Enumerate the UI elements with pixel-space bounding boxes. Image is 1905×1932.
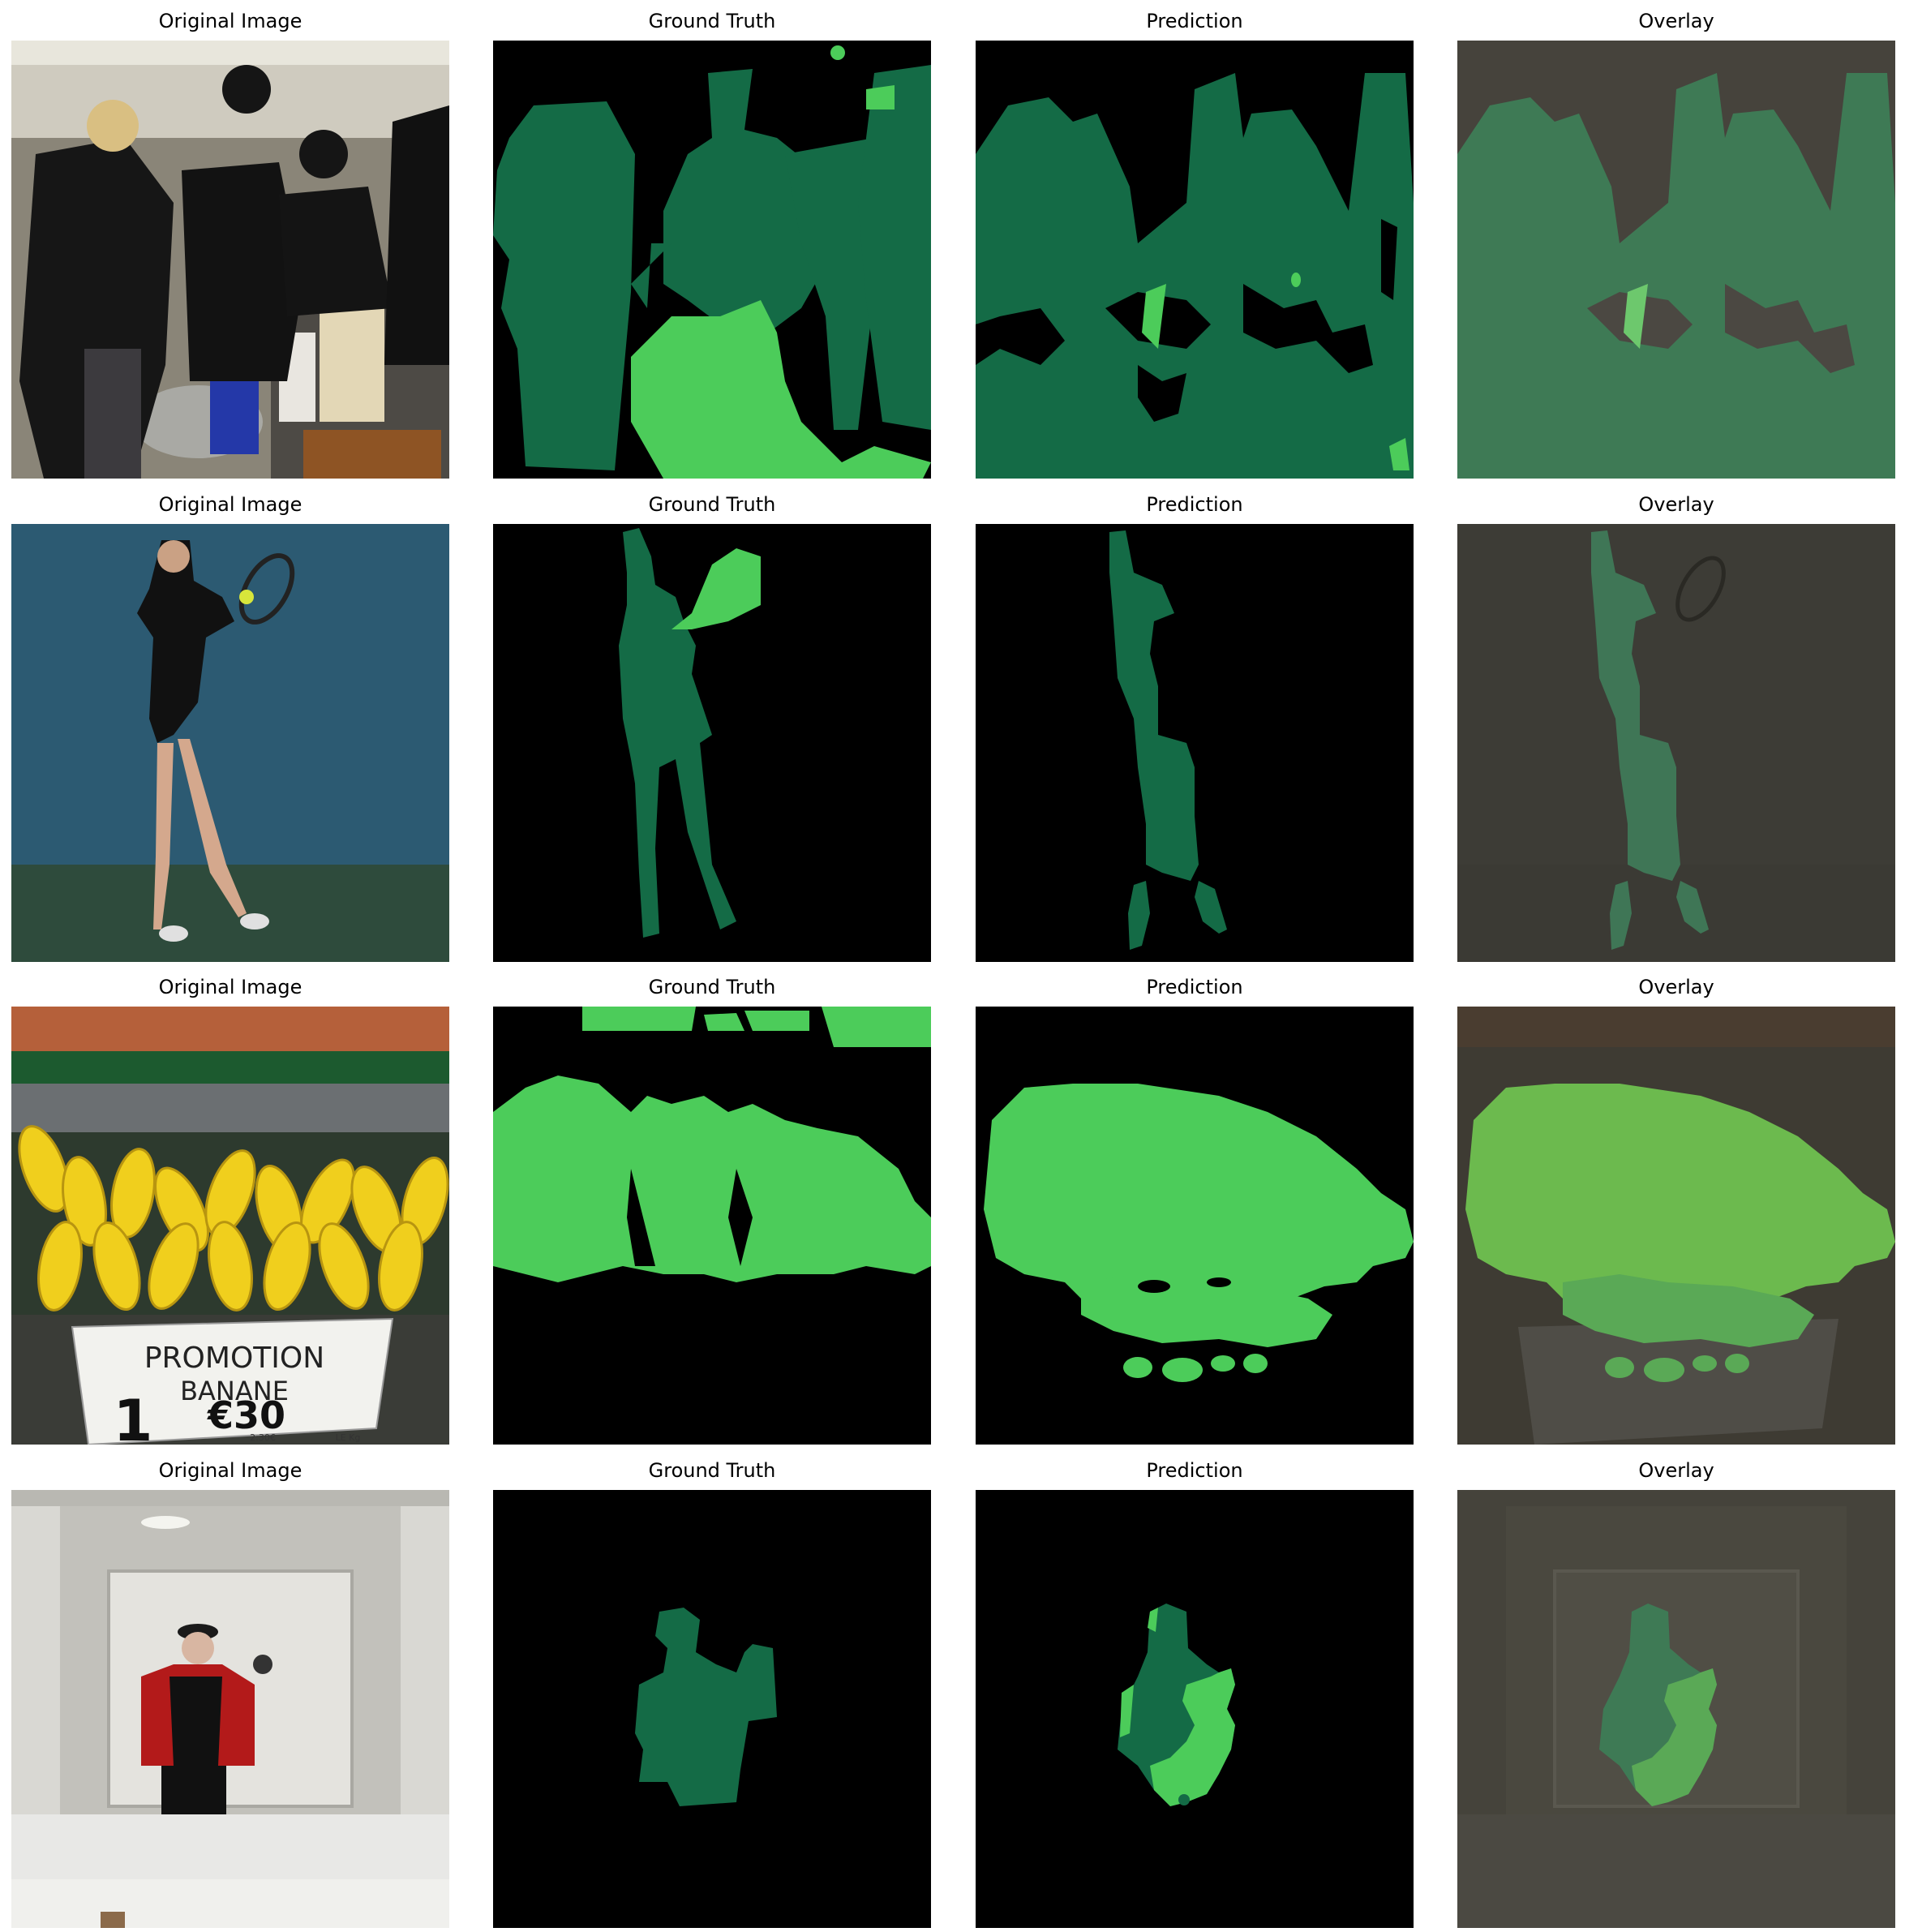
panel-title: Ground Truth <box>648 976 776 998</box>
mirror-prediction-mask <box>976 1490 1414 1928</box>
panel-title: Overlay <box>1638 10 1714 32</box>
sign-price-rest: €30 <box>207 1393 285 1437</box>
panel-title: Original Image <box>158 976 302 998</box>
banana-original-image: PROMOTION BANANE 1 €30 2:30€ LE Kg <box>11 1007 449 1445</box>
mirror-original-image <box>11 1490 449 1928</box>
panel-title: Overlay <box>1638 976 1714 998</box>
mirror-ground-truth-mask <box>493 1490 931 1928</box>
panel-title: Prediction <box>1146 976 1243 998</box>
panel-title: Prediction <box>1146 1459 1243 1482</box>
tennis-prediction-mask <box>976 524 1414 962</box>
panel-title: Ground Truth <box>648 493 776 516</box>
sign-small-price: 2:30€ <box>250 1432 276 1443</box>
sign-unit: LE Kg <box>336 1432 361 1443</box>
panel-title: Ground Truth <box>648 1459 776 1482</box>
kitchen-ground-truth-mask <box>493 41 931 479</box>
sign-line2: BANANE <box>180 1376 289 1406</box>
tennis-overlay-image <box>1457 524 1895 962</box>
panel-title: Ground Truth <box>648 10 776 32</box>
tennis-original-image <box>11 524 449 962</box>
banana-overlay-image <box>1457 1007 1895 1445</box>
panel-title: Overlay <box>1638 1459 1714 1482</box>
panel-title: Overlay <box>1638 493 1714 516</box>
panel-title: Original Image <box>158 1459 302 1482</box>
panel-title: Original Image <box>158 493 302 516</box>
kitchen-original-image <box>11 41 449 479</box>
kitchen-prediction-mask <box>976 41 1414 479</box>
sign-price-big: 1 <box>114 1388 153 1445</box>
mirror-overlay-image <box>1457 1490 1895 1928</box>
panel-title: Prediction <box>1146 493 1243 516</box>
sign-line1: PROMOTION <box>144 1342 324 1375</box>
panel-title: Prediction <box>1146 10 1243 32</box>
banana-ground-truth-mask <box>493 1007 931 1445</box>
tennis-ground-truth-mask <box>493 524 931 962</box>
panel-title: Original Image <box>158 10 302 32</box>
banana-prediction-mask <box>976 1007 1414 1445</box>
kitchen-overlay-image <box>1457 41 1895 479</box>
